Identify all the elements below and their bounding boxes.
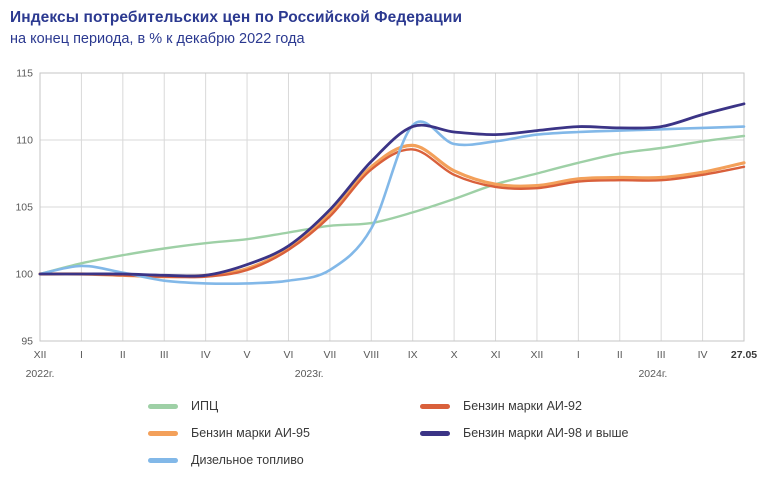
svg-text:VI: VI <box>284 349 294 361</box>
legend-item: Бензин марки АИ-98 и выше <box>420 426 750 440</box>
series-line <box>38 120 746 286</box>
svg-text:IV: IV <box>698 349 708 361</box>
legend-marker <box>148 457 178 463</box>
svg-text:III: III <box>657 349 666 361</box>
legend: ИПЦ Бензин марки АИ-95 Дизельное топливо Бе… <box>148 399 750 467</box>
legend-marker <box>148 430 178 436</box>
svg-text:2024г.: 2024г. <box>638 368 667 380</box>
svg-text:X: X <box>451 349 458 361</box>
svg-text:III: III <box>160 349 169 361</box>
series-line <box>38 148 746 279</box>
svg-text:2023г.: 2023г. <box>295 368 324 380</box>
plot-border <box>39 72 745 342</box>
x-axis-labels: XII I II III IV V VI VII VIII IX X XI XII I II III IV 27.… <box>26 349 758 380</box>
legend-item: ИПЦ <box>148 399 420 413</box>
svg-text:I: I <box>80 349 83 361</box>
legend-label: Бензин марки АИ-92 <box>463 399 582 414</box>
page-root: Индексы потребительских цен по Российско… <box>10 9 757 467</box>
legend-label: Дизельное топливо <box>191 453 304 468</box>
svg-text:110: 110 <box>16 135 33 147</box>
svg-text:VIII: VIII <box>363 349 379 361</box>
legend-label: Бензин марки АИ-98 и выше <box>463 426 629 441</box>
svg-text:XII: XII <box>34 349 47 361</box>
legend-marker <box>420 430 450 436</box>
svg-text:115: 115 <box>16 68 33 80</box>
legend-label: ИПЦ <box>191 399 219 414</box>
svg-text:XI: XI <box>491 349 501 361</box>
svg-text:XII: XII <box>531 349 544 361</box>
svg-text:27.05: 27.05 <box>731 349 757 361</box>
svg-text:105: 105 <box>15 202 33 214</box>
series-line <box>38 102 746 279</box>
svg-text:95: 95 <box>21 336 33 348</box>
chart-title: Индексы потребительских цен по Российско… <box>10 9 463 26</box>
grid <box>39 72 745 342</box>
series-line <box>38 135 746 276</box>
legend-label: Бензин марки АИ-95 <box>191 426 310 441</box>
legend-marker <box>148 403 178 409</box>
series-lines <box>38 102 746 286</box>
svg-text:II: II <box>120 349 126 361</box>
legend-item: Дизельное топливо <box>148 453 420 467</box>
svg-text:VII: VII <box>323 349 336 361</box>
legend-marker <box>420 403 450 409</box>
chart-subtitle: на конец периода, в % к декабрю 2022 год… <box>10 30 305 47</box>
y-axis-labels: 95 100 105 110 115 <box>15 68 33 348</box>
svg-text:I: I <box>577 349 580 361</box>
svg-text:100: 100 <box>15 269 33 281</box>
legend-item: Бензин марки АИ-95 <box>148 426 420 440</box>
svg-text:IX: IX <box>408 349 418 361</box>
series-line <box>38 144 746 279</box>
svg-text:II: II <box>617 349 623 361</box>
svg-text:IV: IV <box>201 349 211 361</box>
svg-text:V: V <box>244 349 251 361</box>
legend-item: Бензин марки АИ-92 <box>420 399 750 413</box>
chart: 95 100 105 110 115 XII I II III IV V VI VII VIII IX X XI… <box>10 63 757 381</box>
svg-text:2022г.: 2022г. <box>26 368 55 380</box>
